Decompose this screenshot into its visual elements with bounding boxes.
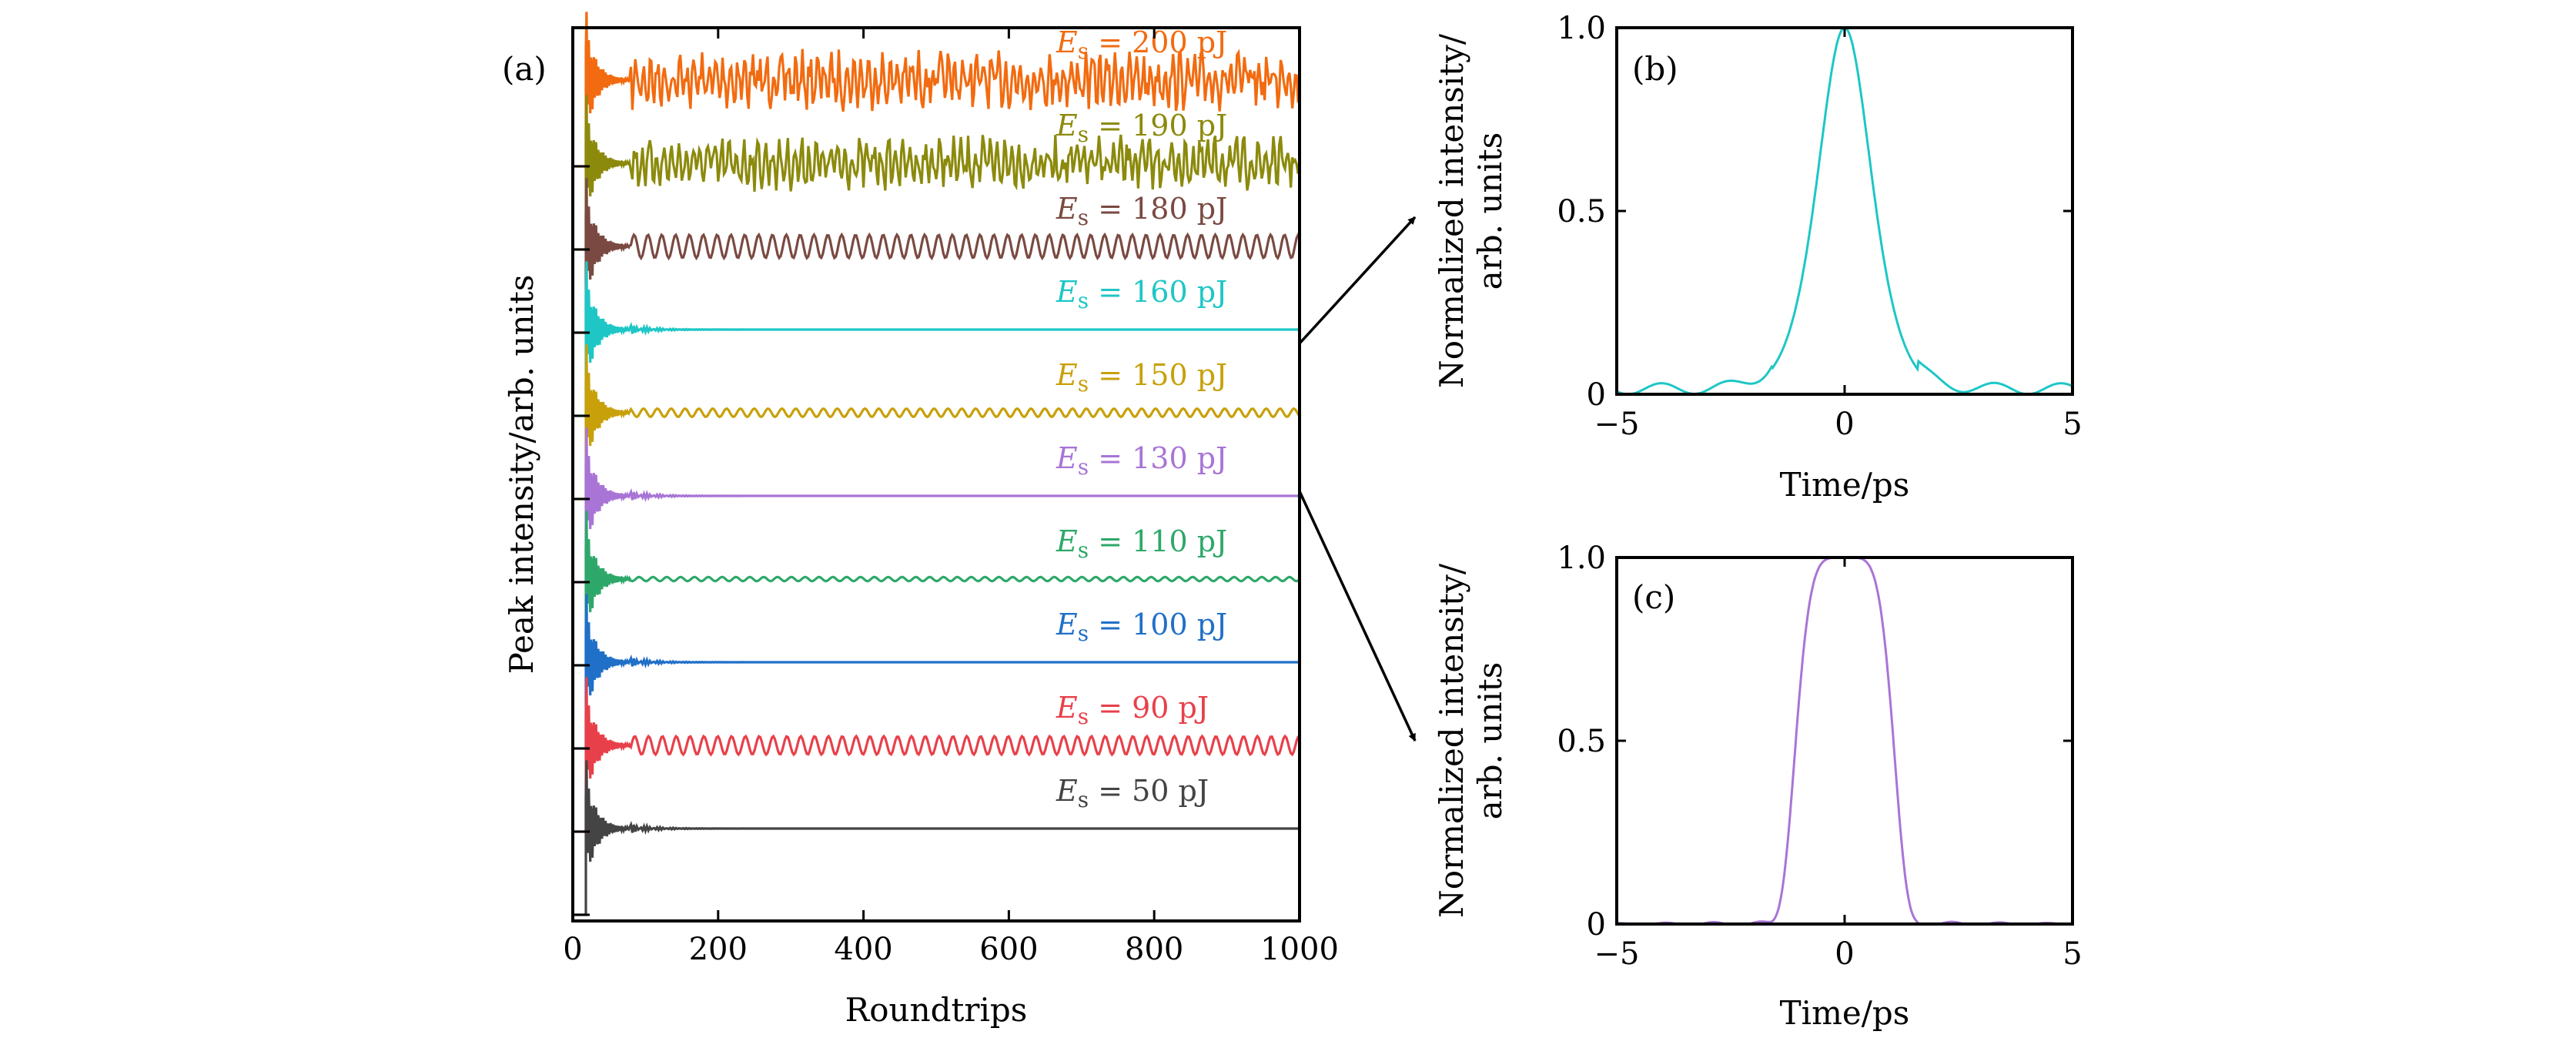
panel-c-ticks: −5 0 500.51.0 <box>1557 541 2082 972</box>
panel-a-frame <box>571 26 1301 922</box>
series-line-6 <box>573 427 1300 584</box>
panel-c: −5 0 500.51.0 (c) Time/ps Normalized inten… <box>1433 541 2083 1032</box>
series-line-1 <box>573 12 1301 168</box>
xtick-label: 0 <box>1835 936 1854 972</box>
series-line-8 <box>573 594 1300 750</box>
panel-b-pulse-curve <box>1616 26 2073 396</box>
panel-c-xlabel: Time/ps <box>1780 994 1910 1032</box>
panel-b-xlabel: Time/ps <box>1780 466 1910 504</box>
xtick-label-800: 800 <box>1125 932 1183 967</box>
panel-a-label: (a) <box>502 50 547 88</box>
series-label-8: Es = 100 pJ <box>1055 608 1227 646</box>
xtick-label: 5 <box>2062 936 2082 972</box>
ytick-label: 1.0 <box>1557 541 1606 576</box>
panel-c-label: (c) <box>1632 578 1675 616</box>
panel-c-pulse-curve <box>1617 556 2073 926</box>
series-line-5 <box>573 344 1301 501</box>
series-label-1: Es = 200 pJ <box>1055 25 1227 64</box>
series-line-2 <box>573 95 1301 251</box>
panel-a-xticks: 0 200 400 600 800 1000 <box>563 28 1339 967</box>
series-line-9 <box>573 677 1300 833</box>
series-label-2: Es = 190 pJ <box>1055 109 1227 147</box>
arrow-to-panel-c <box>1298 491 1417 742</box>
series-label-4: Es = 160 pJ <box>1055 275 1227 313</box>
series-label-9: Es = 90 pJ <box>1055 691 1209 729</box>
series-label-6: Es = 130 pJ <box>1055 441 1227 480</box>
series-label-3: Es = 180 pJ <box>1055 192 1227 230</box>
panel-a-ylabel: Peak intensity/arb. units <box>503 275 540 675</box>
series-label-7: Es = 110 pJ <box>1055 524 1227 563</box>
panel-a-xlabel: Roundtrips <box>845 991 1028 1029</box>
xtick-label-0: 0 <box>563 932 582 967</box>
xtick-label-1000: 1000 <box>1260 932 1339 967</box>
xtick-label: −5 <box>1594 936 1640 972</box>
series-line-7 <box>573 511 1301 667</box>
panel-a-legend-group: Es = 200 pJ Es = 190 pJ Es = 180 pJ Es = 16… <box>1055 25 1227 812</box>
panel-b-ticks: −5 0 500.51.0 <box>1557 11 2082 442</box>
panel-b-label: (b) <box>1632 50 1678 88</box>
ytick-label: 0 <box>1587 377 1606 413</box>
ytick-label: 0.5 <box>1557 724 1606 759</box>
xtick-label-400: 400 <box>834 932 892 967</box>
series-line-10 <box>573 760 1300 916</box>
panel-a: Es = 200 pJ Es = 190 pJ Es = 180 pJ Es = 16… <box>502 12 1339 1029</box>
panel-b-ylabel: Normalized intensity/arb. units <box>1433 33 1509 388</box>
series-label-10: Es = 50 pJ <box>1055 774 1209 812</box>
panel-c-frame <box>1615 556 2074 926</box>
xtick-label-200: 200 <box>689 932 748 967</box>
ytick-label: 0.5 <box>1557 194 1606 229</box>
series-label-5: Es = 150 pJ <box>1055 358 1227 397</box>
panel-a-series-group <box>573 12 1301 916</box>
xtick-label-600: 600 <box>979 932 1038 967</box>
panel-b: −5 0 500.51.0 (b) Time/ps Normalized inten… <box>1433 11 2083 504</box>
xtick-label: 0 <box>1835 407 1854 442</box>
series-line-3 <box>573 178 1301 334</box>
arrow-to-panel-b <box>1298 216 1417 345</box>
series-line-4 <box>573 261 1300 417</box>
xtick-label: −5 <box>1594 407 1640 442</box>
ytick-label: 0 <box>1587 907 1606 943</box>
xtick-label: 5 <box>2062 407 2082 442</box>
panel-b-frame <box>1615 26 2074 396</box>
ytick-label: 1.0 <box>1557 11 1606 46</box>
panel-c-ylabel: Normalized intensity/arb. units <box>1433 563 1509 918</box>
